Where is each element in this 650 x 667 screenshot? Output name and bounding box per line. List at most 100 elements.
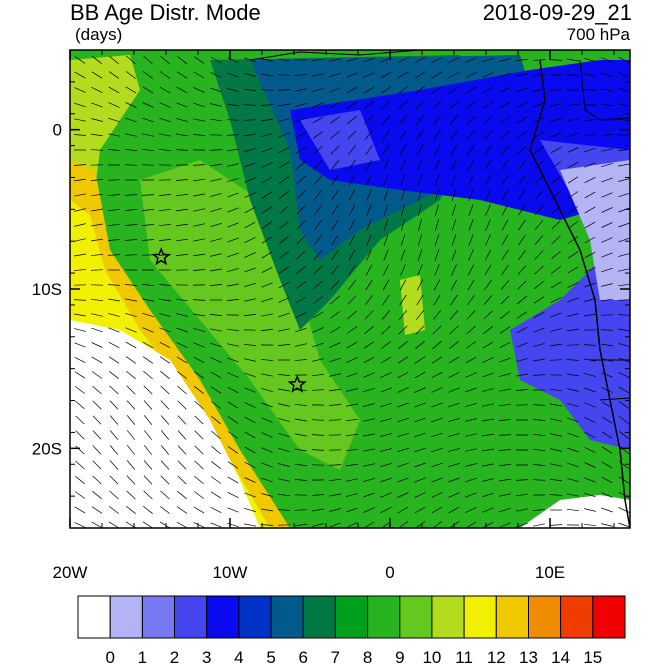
wind-barb [601, 401, 613, 409]
wind-barb [244, 446, 256, 454]
wind-barb [551, 220, 561, 230]
wind-barb [532, 59, 546, 61]
wind-barb [414, 371, 426, 379]
wind-barb [244, 523, 256, 527]
wind-barb [485, 204, 491, 216]
wind-barb [331, 204, 339, 216]
wind-barb [584, 358, 596, 362]
wind-barb [176, 223, 188, 227]
wind-barb [363, 57, 375, 63]
wind-barb [75, 400, 85, 410]
wind-barb [363, 448, 375, 452]
wind-barb [73, 134, 87, 136]
wind-barb [414, 417, 426, 423]
wind-barb [618, 416, 630, 424]
wind-barb [278, 493, 290, 497]
wind-barb [618, 163, 630, 167]
wind-barb [499, 87, 511, 93]
field-clean-air [70, 320, 260, 528]
wind-barb [383, 204, 389, 216]
wind-barb [329, 388, 341, 392]
wind-barb [618, 207, 630, 213]
wind-barb [482, 101, 494, 109]
wind-barb [516, 73, 528, 77]
wind-barb [400, 264, 406, 276]
wind-barb [584, 431, 596, 439]
wind-barb [244, 177, 256, 183]
wind-barb [601, 523, 613, 527]
wind-barb [329, 508, 341, 512]
colorbar-label: 11 [455, 648, 473, 667]
wind-barb [465, 402, 477, 408]
wind-barb [91, 342, 103, 348]
axis-ticks: 0 10S 20S 20W 10W 0 10E [32, 49, 630, 582]
wind-barb [210, 328, 222, 332]
wind-barb [417, 159, 423, 171]
wind-barb [618, 507, 630, 513]
wind-barb [244, 252, 256, 258]
wind-barb [90, 253, 104, 257]
wind-barb [348, 234, 356, 246]
wind-barb [143, 445, 153, 455]
wind-barb [433, 294, 441, 306]
wind-barb [159, 356, 171, 364]
wind-barb [159, 117, 171, 123]
wind-barb [432, 340, 442, 350]
wind-barb [211, 430, 221, 440]
wind-barb [160, 415, 170, 425]
wind-barb [126, 475, 136, 485]
wind-barb [431, 356, 443, 364]
wind-barb [142, 86, 154, 94]
wind-barb [108, 506, 120, 514]
wind-barb [584, 57, 596, 63]
wind-barb [432, 325, 442, 335]
wind-barb [261, 402, 273, 408]
wind-barb [141, 284, 155, 286]
wind-barb [414, 492, 426, 498]
colorbar-label: 3 [202, 648, 211, 667]
wind-barb [177, 415, 187, 425]
wind-barb [193, 491, 205, 499]
wind-barb [107, 149, 121, 151]
wind-barb [176, 238, 188, 242]
wind-barb [126, 506, 136, 514]
wind-barb [193, 87, 205, 93]
wind-barb [584, 191, 596, 199]
wind-barb [124, 224, 138, 226]
wind-barb [434, 204, 440, 216]
wind-barb [261, 191, 273, 199]
wind-barb [431, 56, 443, 64]
wind-barb [331, 189, 339, 201]
wind-barb [227, 357, 239, 363]
wind-barb [499, 388, 511, 392]
wind-barb [618, 178, 630, 182]
wind-barb [397, 371, 409, 379]
colorbar-swatch [302, 595, 336, 639]
wind-barb [74, 56, 86, 64]
wind-barb [415, 100, 425, 110]
wind-barb [125, 327, 137, 333]
wind-barb [74, 71, 86, 79]
wind-barb [397, 402, 409, 408]
wind-barb [143, 460, 153, 470]
field-yellow-patch [400, 275, 425, 335]
wind-barb [516, 508, 528, 512]
wind-barb [364, 310, 374, 320]
wind-barb [532, 433, 546, 437]
wind-barb [380, 71, 392, 79]
wind-barb [158, 223, 172, 227]
wind-barb [584, 417, 596, 423]
wind-barb [550, 266, 562, 274]
wind-barb [549, 88, 563, 92]
wind-barb [210, 222, 222, 228]
wind-barb [193, 178, 205, 182]
wind-barb [499, 493, 511, 497]
wind-barb [348, 189, 356, 201]
wind-barb [380, 506, 392, 514]
wind-barb [398, 100, 408, 110]
wind-barb [125, 356, 137, 364]
age-field [70, 50, 630, 528]
wind-barb [518, 204, 526, 216]
wind-barb [468, 204, 474, 216]
wind-barb [177, 400, 187, 410]
